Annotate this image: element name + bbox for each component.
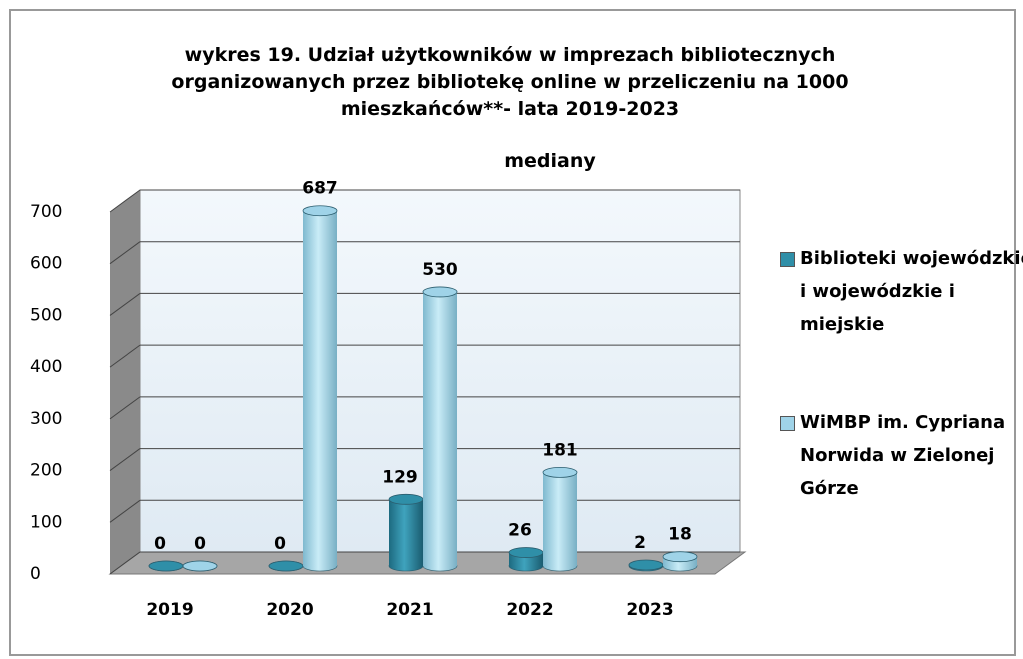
grid-line-side (109, 499, 141, 523)
value-label: 0 (274, 534, 286, 554)
grid-line-side (109, 344, 141, 368)
bar-top (542, 466, 578, 478)
y-tick-label: 200 (30, 461, 62, 481)
value-label: 26 (508, 521, 532, 541)
grid-line-side (109, 551, 141, 575)
x-tick-label: 2020 (266, 600, 313, 620)
side-wall (110, 190, 140, 574)
value-label: 0 (194, 534, 206, 554)
value-label: 687 (302, 179, 338, 199)
y-tick-label: 300 (30, 409, 62, 429)
bar (389, 499, 423, 566)
y-tick-label: 500 (30, 305, 62, 325)
chart-title: wykres 19. Udział użytkowników w impreza… (171, 44, 849, 120)
grid-line-side (109, 448, 141, 471)
bar-top (662, 551, 698, 563)
chart-subtitle: mediany (504, 150, 596, 172)
bar-top (422, 286, 458, 298)
legend-swatch (780, 416, 795, 431)
value-label: 530 (422, 260, 458, 280)
y-tick-label: 100 (30, 512, 62, 532)
bar (543, 472, 577, 566)
y-tick-label: 700 (30, 202, 62, 222)
y-tick-label: 0 (30, 564, 41, 584)
value-label: 2 (634, 533, 646, 553)
bar-top (302, 205, 338, 217)
legend-swatch (780, 252, 795, 267)
bar-top (182, 560, 218, 572)
value-label: 181 (542, 440, 578, 460)
y-tick-label: 600 (30, 254, 62, 274)
frame (9, 9, 1016, 656)
grid-line-side (109, 293, 141, 316)
x-tick-label: 2019 (146, 600, 193, 620)
value-label: 0 (154, 534, 166, 554)
bar (423, 291, 457, 566)
bar-top (628, 559, 664, 571)
value-label: 129 (382, 467, 418, 487)
bar-top (508, 547, 544, 558)
grid-line-side (109, 241, 141, 265)
grid-line-side (109, 396, 141, 420)
legend-entry: WiMBP im. Cypriana Norwida w Zielonej Gó… (778, 406, 1023, 505)
bar-top (268, 560, 304, 572)
value-label: 18 (668, 525, 692, 545)
x-tick-label: 2023 (626, 600, 673, 620)
bar (303, 210, 337, 567)
x-tick-label: 2022 (506, 600, 553, 620)
legend-label: Biblioteki wojewódzkie i wojewódzkie i m… (800, 248, 1023, 335)
x-tick-label: 2021 (386, 600, 433, 620)
legend-label: WiMBP im. Cypriana Norwida w Zielonej Gó… (800, 412, 1006, 499)
bar-top (148, 560, 184, 572)
grid-line-side (109, 189, 141, 213)
bar-top (388, 493, 424, 505)
legend-entry: Biblioteki wojewódzkie i wojewódzkie i m… (778, 242, 1023, 341)
y-tick-label: 400 (30, 357, 62, 377)
